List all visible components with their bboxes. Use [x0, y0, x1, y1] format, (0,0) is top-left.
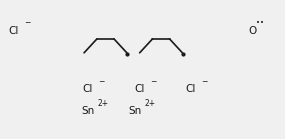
- Text: −: −: [201, 77, 207, 86]
- Text: 2+: 2+: [144, 99, 155, 108]
- Text: Sn: Sn: [128, 106, 141, 116]
- Text: O: O: [248, 26, 256, 36]
- Text: Cl: Cl: [134, 84, 144, 94]
- Text: −: −: [25, 18, 31, 27]
- Text: Cl: Cl: [83, 84, 93, 94]
- Text: Cl: Cl: [185, 84, 196, 94]
- Text: −: −: [99, 77, 105, 86]
- Text: 2+: 2+: [97, 99, 108, 108]
- Text: ••: ••: [256, 20, 264, 26]
- Text: −: −: [150, 77, 156, 86]
- Text: Cl: Cl: [9, 26, 19, 36]
- Text: Sn: Sn: [81, 106, 94, 116]
